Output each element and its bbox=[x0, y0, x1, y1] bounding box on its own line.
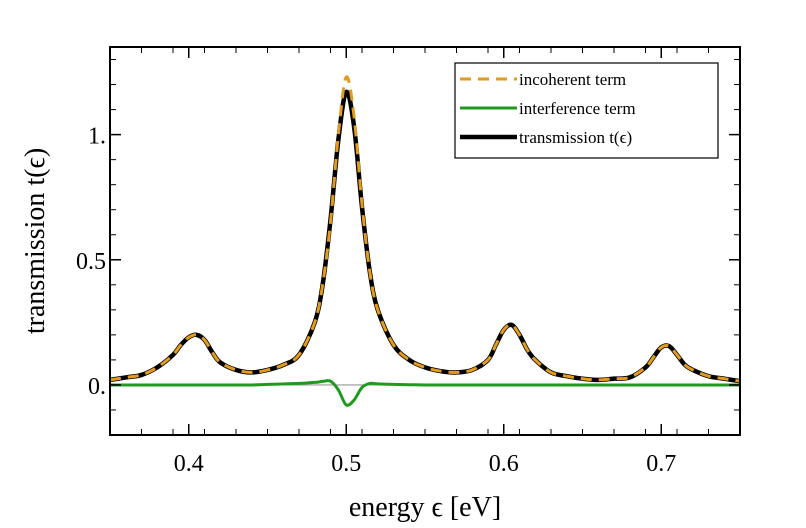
legend-label: transmission t(ϵ) bbox=[519, 128, 632, 147]
x-tick-label: 0.7 bbox=[646, 451, 676, 477]
y-tick-label: 0. bbox=[88, 374, 106, 400]
x-tick-label: 0.4 bbox=[174, 451, 204, 477]
series-group bbox=[110, 75, 740, 407]
legend-label: interference term bbox=[519, 99, 636, 118]
x-tick-label: 0.6 bbox=[489, 451, 519, 477]
legend-label: incoherent term bbox=[519, 70, 626, 89]
plot-area bbox=[110, 75, 740, 407]
y-axis-label: transmission t(ϵ) bbox=[20, 148, 51, 334]
axes: 0.4 0.5 0.6 0.7 0. 0.5 1. bbox=[76, 46, 741, 477]
x-axis-label: energy ϵ [eV] bbox=[349, 492, 501, 523]
series-line-interference-term bbox=[110, 379, 740, 407]
y-tick-label: 1. bbox=[88, 124, 106, 150]
series-line-transmission-t bbox=[110, 89, 740, 384]
x-tick-label: 0.5 bbox=[331, 451, 361, 477]
legend: incoherent term interference term transmis… bbox=[454, 62, 719, 159]
y-tick-label: 0.5 bbox=[76, 249, 106, 275]
